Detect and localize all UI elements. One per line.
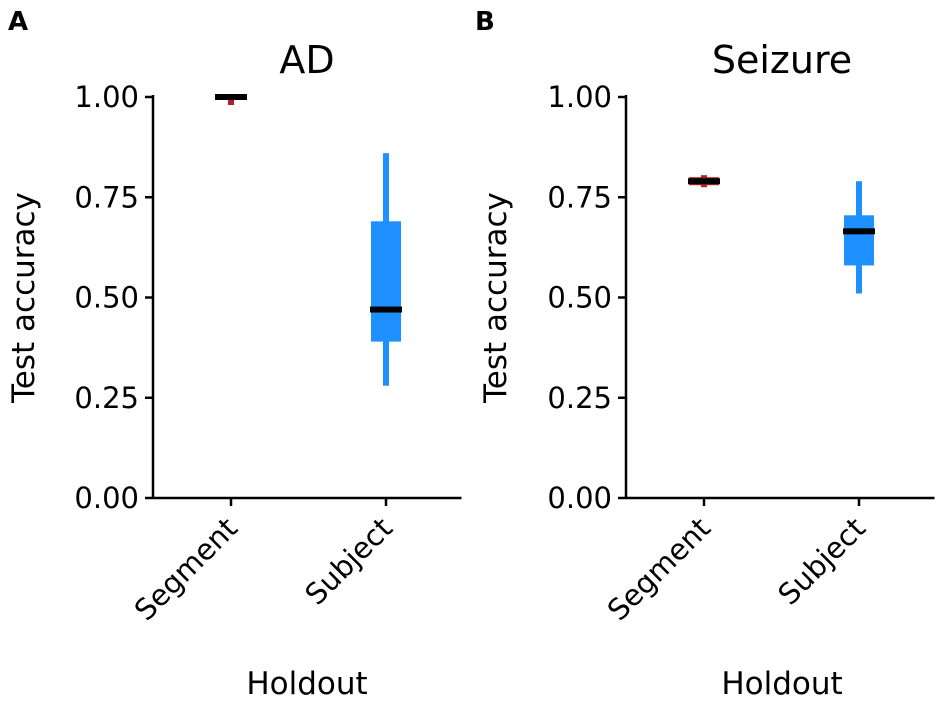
x-axis-label: Holdout (246, 666, 367, 701)
y-tick-label: 1.00 (547, 80, 612, 114)
box-whisker (228, 97, 234, 106)
box-median (843, 228, 875, 235)
box-body (844, 215, 874, 266)
y-tick-label: 0.25 (547, 381, 612, 415)
x-axis-label: Holdout (721, 666, 842, 701)
box-median (688, 178, 720, 185)
x-tick-label: Segment (601, 511, 717, 627)
y-axis-label: Test accuracy (6, 192, 42, 404)
y-tick-label: 0.00 (547, 481, 612, 515)
y-tick-label: 1.00 (74, 80, 139, 114)
y-tick-label: 0.00 (74, 481, 139, 515)
y-tick-label: 0.50 (74, 281, 139, 315)
box-median (370, 306, 402, 313)
x-tick-label: Subject (771, 511, 872, 612)
panel-label: B (475, 7, 495, 37)
chart-title: AD (279, 38, 334, 82)
y-tick-label: 0.75 (74, 180, 139, 214)
x-tick-label: Subject (298, 511, 399, 612)
chart-title: Seizure (712, 38, 852, 82)
x-tick-label: Segment (128, 511, 244, 627)
box-body (371, 221, 401, 342)
box-median (215, 94, 247, 100)
y-tick-label: 0.50 (547, 281, 612, 315)
y-tick-label: 0.75 (547, 180, 612, 214)
y-axis-label: Test accuracy (478, 192, 514, 404)
y-tick-label: 0.25 (74, 381, 139, 415)
panel-label: A (8, 7, 28, 37)
